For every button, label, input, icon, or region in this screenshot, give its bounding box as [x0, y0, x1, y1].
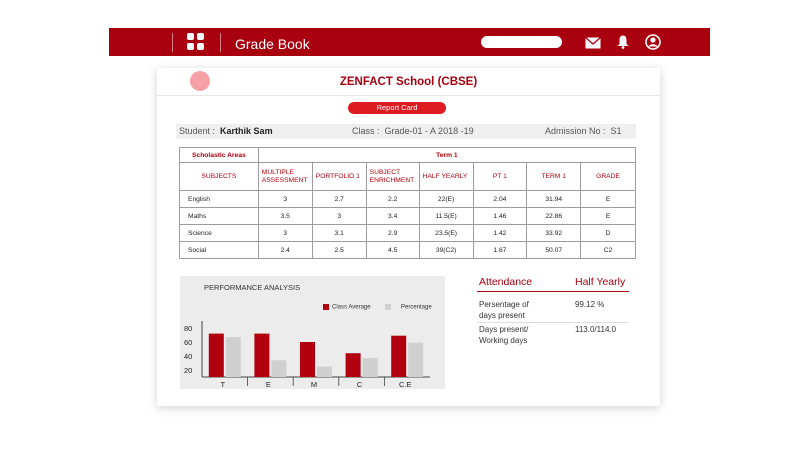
report-card-button[interactable]: Report Card	[348, 102, 446, 114]
x-tick-label: C.E	[399, 380, 412, 389]
column-header: PORTFOLIO 1	[311, 162, 367, 191]
x-tick-label: M	[311, 380, 317, 389]
search-input[interactable]	[481, 36, 562, 48]
term-header: Term 1	[257, 147, 637, 163]
admission-value: S1	[610, 126, 622, 136]
performance-bar-chart: 80 60 40 20 T E M C C.E	[184, 321, 430, 389]
column-header: MULTIPLE ASSESSMENT	[257, 162, 313, 191]
student-label: Student	[179, 126, 211, 136]
divider	[220, 33, 221, 52]
status-dot	[190, 71, 210, 91]
divider	[477, 291, 629, 292]
column-header: SUBJECTS	[179, 162, 259, 191]
legend-item-percentage: Percentage	[385, 304, 432, 311]
column-header: TERM 1	[526, 162, 582, 191]
top-app-bar	[109, 28, 710, 56]
class-label: Class	[352, 126, 375, 136]
column-header: PT 1	[472, 162, 528, 191]
bar-percentage	[317, 366, 332, 377]
bar-percentage	[225, 337, 241, 377]
y-tick-label: 20	[184, 366, 192, 375]
divider	[157, 95, 660, 96]
divider	[477, 322, 629, 323]
y-tick-label: 40	[184, 352, 192, 361]
half-yearly-heading: Half Yearly	[575, 276, 626, 288]
legend-swatch	[323, 304, 329, 310]
bar-percentage	[362, 358, 378, 377]
scholastic-areas-header: Scholastic Areas	[179, 147, 259, 163]
y-tick-label: 60	[184, 338, 192, 347]
bar-class-average	[300, 342, 315, 377]
user-icon[interactable]	[645, 34, 661, 50]
column-header: GRADE	[580, 162, 636, 191]
legend-swatch	[385, 304, 391, 310]
class-value: Grade-01 - A 2018 -19	[384, 126, 474, 136]
bar-class-average	[254, 333, 270, 377]
column-header: SUBJECT ENRICHMENT	[365, 162, 420, 191]
column-header: HALF YEARLY	[418, 162, 474, 191]
grades-table: Scholastic Areas Term 1 SUBJECTS MULTIPL…	[179, 147, 637, 259]
bar-percentage	[271, 360, 287, 377]
attendance-value: 99.12 %	[575, 300, 605, 309]
y-tick-label: 80	[184, 324, 192, 333]
divider	[172, 33, 173, 52]
admission-label: Admission No	[545, 126, 601, 136]
x-tick-label: C	[357, 380, 363, 389]
bar-class-average	[391, 335, 407, 377]
table-row: Social 2.4 2.5 4.5 39(C2) 1.67 50.07 C2	[179, 241, 636, 259]
attendance-value: 113.0/114.0	[575, 325, 617, 334]
mail-icon[interactable]	[585, 37, 601, 49]
table-row: Science 3 3.1 2.9 23.5(E) 1.42 33.92 D	[179, 224, 636, 242]
bar-percentage	[408, 342, 424, 377]
app-title: Grade Book	[235, 36, 310, 52]
school-name: ZENFACT School (CBSE)	[339, 76, 478, 88]
student-info-bar: Student : Karthik Sam Class : Grade-01 -…	[176, 124, 636, 139]
student-name: Karthik Sam	[220, 126, 273, 136]
attendance-label: Persentage of days present	[479, 300, 529, 320]
table-row: Maths 3.5 3 3.4 11.5(E) 1.46 22.86 E	[179, 207, 636, 225]
bell-icon[interactable]	[617, 35, 629, 49]
x-tick-label: E	[266, 380, 271, 389]
table-row: English 3 2.7 2.2 22(E) 2.04 31.94 E	[179, 190, 636, 208]
attendance-heading: Attendance	[479, 276, 533, 288]
bar-class-average	[345, 353, 361, 377]
x-tick-label: T	[221, 380, 226, 389]
bar-class-average	[208, 333, 224, 377]
attendance-label: Days present/ Working days	[479, 325, 529, 345]
chart-title: PERFORMANCE ANALYSIS	[204, 283, 301, 292]
legend-item-class-average: Class Average	[323, 304, 371, 311]
grid-icon[interactable]	[187, 33, 205, 51]
